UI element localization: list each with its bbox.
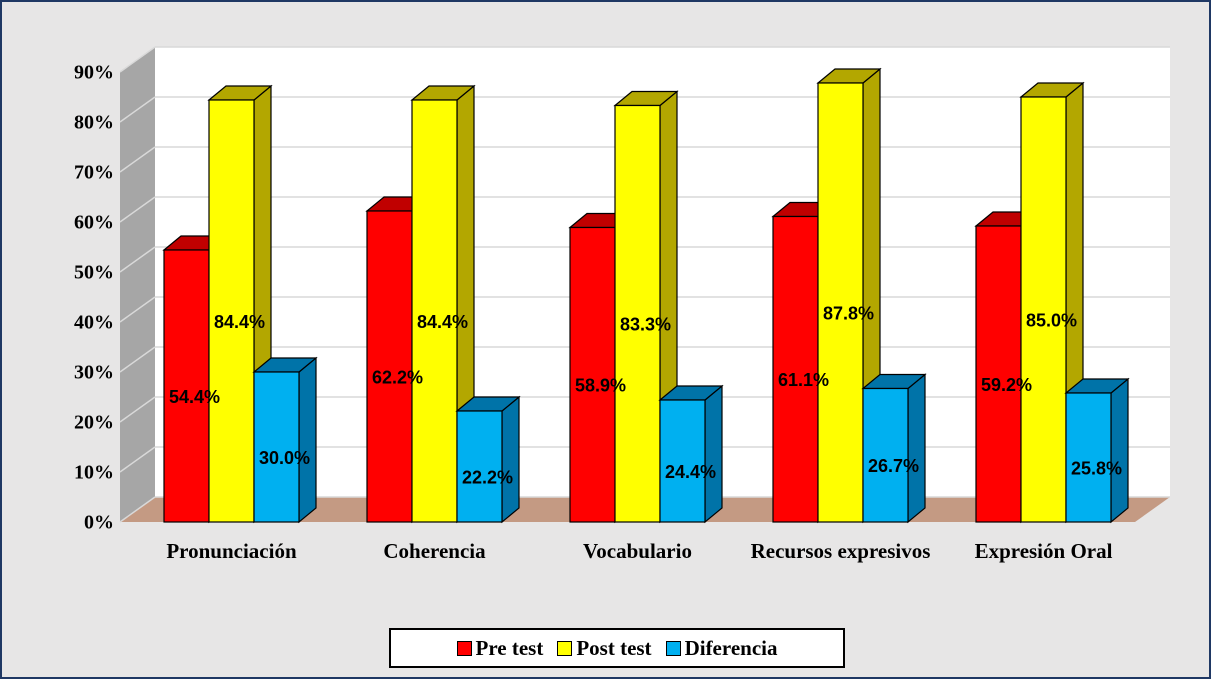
grid-line	[119, 346, 156, 373]
legend-label: Pre test	[475, 635, 544, 660]
value-label: 84.4%	[417, 312, 468, 332]
y-tick-label: 30%	[74, 362, 114, 384]
bar	[817, 82, 864, 523]
y-tick-label: 20%	[74, 412, 114, 434]
bar	[163, 249, 210, 523]
value-label: 85.0%	[1026, 310, 1077, 330]
x-tick-label: Expresión Oral	[974, 539, 1113, 563]
grid-line	[119, 446, 156, 473]
value-label: 61.1%	[778, 370, 829, 390]
y-tick-label: 10%	[74, 462, 114, 484]
legend-swatch	[456, 640, 472, 656]
grid-line	[119, 496, 156, 523]
value-label: 22.2%	[462, 467, 513, 487]
legend-item: Diferencia	[665, 635, 778, 661]
value-label: 83.3%	[620, 315, 671, 335]
grid-line	[119, 246, 156, 273]
legend-label: Post test	[576, 635, 652, 660]
bar	[208, 99, 255, 523]
x-tick-label: Vocabulario	[583, 539, 692, 563]
bar	[772, 215, 819, 523]
x-tick-label: Coherencia	[383, 539, 486, 563]
legend-item: Post test	[557, 635, 652, 661]
bar	[614, 104, 661, 523]
value-label: 84.4%	[214, 312, 265, 332]
value-label: 54.4%	[169, 387, 220, 407]
value-label: 24.4%	[665, 462, 716, 482]
y-tick-label: 0%	[84, 512, 114, 534]
legend-item: Pre test	[456, 635, 544, 661]
bar	[862, 387, 909, 523]
value-label: 26.7%	[868, 456, 919, 476]
bar	[569, 226, 616, 523]
grid-line	[119, 396, 156, 423]
bar	[1065, 392, 1112, 523]
grid-line	[119, 296, 156, 323]
legend-label: Diferencia	[684, 635, 778, 660]
bar	[1020, 96, 1067, 523]
bar-side	[1110, 377, 1129, 524]
bar-side	[298, 356, 317, 524]
y-tick-label: 50%	[74, 262, 114, 284]
y-tick-label: 80%	[74, 112, 114, 134]
value-label: 59.2%	[981, 375, 1032, 395]
bar-side	[704, 384, 723, 524]
x-tick-label: Recursos expresivos	[750, 539, 931, 563]
legend-swatch	[665, 640, 681, 656]
bar	[253, 371, 300, 523]
y-tick-label: 40%	[74, 312, 114, 334]
value-label: 87.8%	[823, 303, 874, 323]
bar-side	[907, 373, 926, 524]
grid-line	[119, 146, 156, 173]
grid-line	[119, 96, 156, 123]
bar	[975, 225, 1022, 523]
grid-line	[119, 196, 156, 223]
x-tick-label: Pronunciación	[166, 539, 297, 563]
value-label: 62.2%	[372, 367, 423, 387]
bar	[456, 410, 503, 523]
legend: Pre test Post test Diferencia	[389, 628, 845, 668]
value-label: 58.9%	[575, 376, 626, 396]
legend-swatch	[557, 640, 573, 656]
bar-side	[501, 395, 520, 524]
grid-line	[119, 46, 156, 73]
bar	[659, 399, 706, 523]
bar	[411, 99, 458, 523]
y-tick-label: 90%	[74, 62, 114, 84]
y-tick-label: 70%	[74, 162, 114, 184]
value-label: 25.8%	[1071, 458, 1122, 478]
value-label: 30.0%	[259, 448, 310, 468]
y-tick-label: 60%	[74, 212, 114, 234]
